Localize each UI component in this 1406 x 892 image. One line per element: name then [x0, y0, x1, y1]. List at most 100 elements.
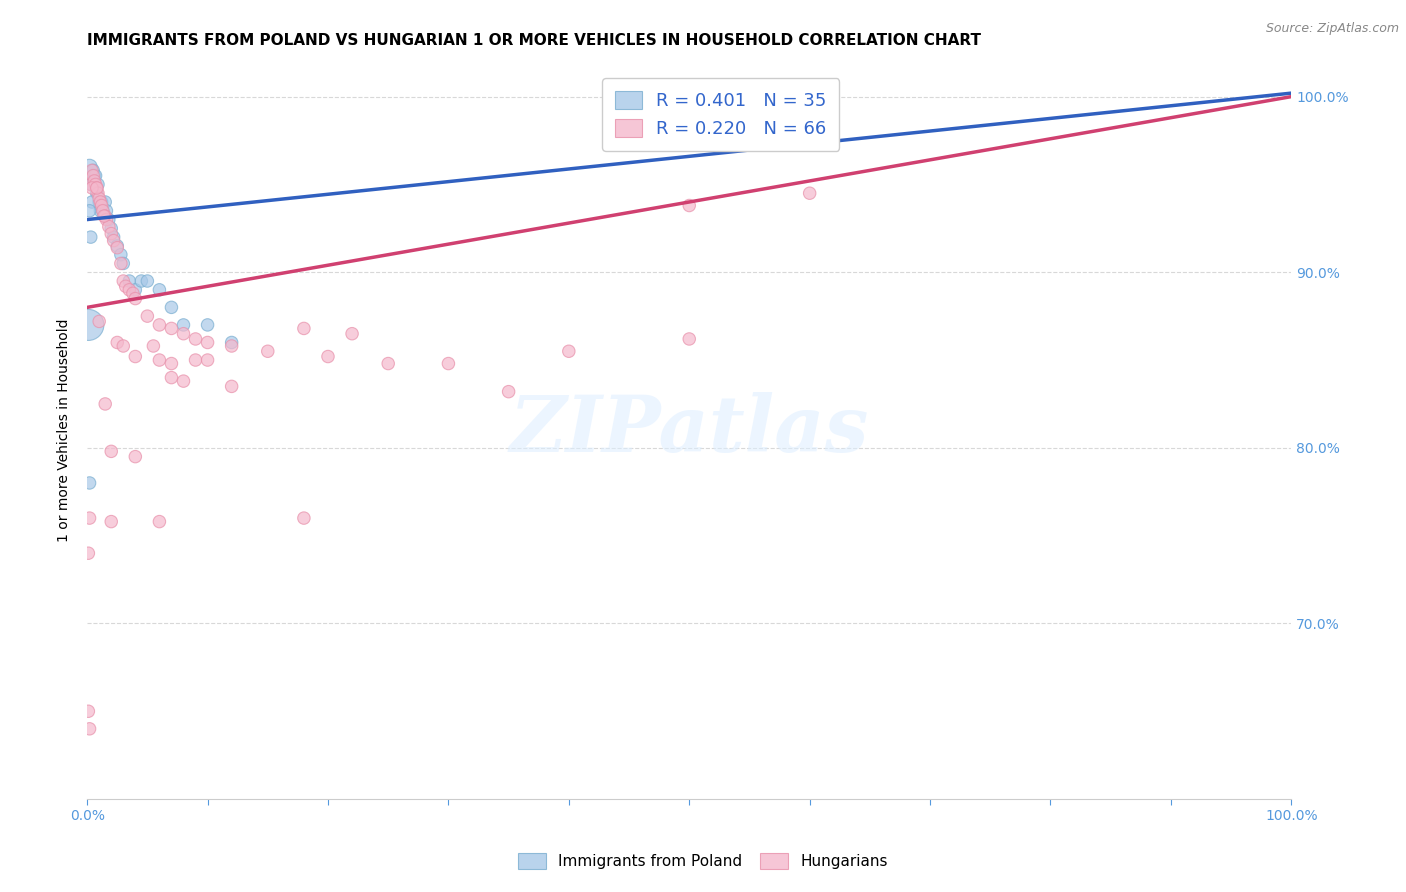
- Point: [160, 370, 183, 384]
- Point: [148, 318, 170, 332]
- Point: [103, 230, 125, 244]
- Point: [118, 283, 141, 297]
- Point: [82, 169, 104, 183]
- Point: [148, 515, 170, 529]
- Point: [292, 321, 315, 335]
- Point: [100, 227, 122, 241]
- Point: [100, 515, 122, 529]
- Point: [184, 332, 207, 346]
- Point: [110, 248, 132, 262]
- Point: [256, 344, 278, 359]
- Point: [87, 186, 110, 201]
- Point: [197, 318, 219, 332]
- Point: [80, 178, 103, 192]
- Point: [114, 279, 136, 293]
- Point: [124, 450, 146, 464]
- Point: [142, 339, 165, 353]
- Point: [79, 722, 101, 736]
- Point: [148, 353, 170, 368]
- Point: [148, 283, 170, 297]
- Point: [79, 475, 101, 490]
- Point: [105, 239, 128, 253]
- Point: [96, 212, 118, 227]
- Point: [173, 326, 195, 341]
- Point: [83, 174, 105, 188]
- Point: [558, 344, 581, 359]
- Point: [678, 332, 700, 346]
- Point: [221, 335, 243, 350]
- Point: [77, 546, 100, 560]
- Point: [105, 241, 128, 255]
- Point: [110, 256, 132, 270]
- Point: [112, 256, 135, 270]
- Point: [316, 350, 339, 364]
- Point: [84, 178, 107, 192]
- Point: [90, 198, 112, 212]
- Point: [221, 379, 243, 393]
- Point: [173, 374, 195, 388]
- Point: [80, 163, 103, 178]
- Point: [678, 198, 700, 212]
- Point: [105, 335, 128, 350]
- Point: [79, 160, 101, 174]
- Point: [89, 314, 111, 328]
- Point: [97, 219, 120, 234]
- Point: [184, 353, 207, 368]
- Point: [77, 318, 100, 332]
- Point: [96, 203, 118, 218]
- Point: [90, 194, 112, 209]
- Point: [77, 704, 100, 718]
- Point: [124, 292, 146, 306]
- Point: [80, 194, 103, 209]
- Point: [498, 384, 520, 399]
- Point: [84, 169, 107, 183]
- Point: [82, 163, 104, 178]
- Point: [131, 274, 153, 288]
- Point: [160, 321, 183, 335]
- Point: [91, 203, 114, 218]
- Point: [89, 194, 111, 209]
- Point: [173, 318, 195, 332]
- Legend: Immigrants from Poland, Hungarians: Immigrants from Poland, Hungarians: [512, 847, 894, 875]
- Text: ZIPatlas: ZIPatlas: [509, 392, 869, 468]
- Point: [124, 350, 146, 364]
- Point: [83, 169, 105, 183]
- Point: [197, 353, 219, 368]
- Point: [437, 357, 460, 371]
- Point: [91, 203, 114, 218]
- Point: [79, 203, 101, 218]
- Point: [103, 234, 125, 248]
- Legend: R = 0.401   N = 35, R = 0.220   N = 66: R = 0.401 N = 35, R = 0.220 N = 66: [602, 78, 839, 151]
- Point: [197, 335, 219, 350]
- Point: [160, 357, 183, 371]
- Point: [94, 397, 117, 411]
- Text: IMMIGRANTS FROM POLAND VS HUNGARIAN 1 OR MORE VEHICLES IN HOUSEHOLD CORRELATION : IMMIGRANTS FROM POLAND VS HUNGARIAN 1 OR…: [87, 33, 981, 48]
- Point: [377, 357, 399, 371]
- Point: [87, 178, 110, 192]
- Point: [100, 221, 122, 235]
- Point: [80, 230, 103, 244]
- Point: [100, 444, 122, 458]
- Point: [112, 339, 135, 353]
- Point: [136, 309, 159, 323]
- Point: [97, 212, 120, 227]
- Y-axis label: 1 or more Vehicles in Household: 1 or more Vehicles in Household: [58, 318, 72, 542]
- Point: [86, 181, 108, 195]
- Text: Source: ZipAtlas.com: Source: ZipAtlas.com: [1265, 22, 1399, 36]
- Point: [124, 283, 146, 297]
- Point: [89, 194, 111, 209]
- Point: [617, 98, 640, 112]
- Point: [136, 274, 159, 288]
- Point: [93, 209, 115, 223]
- Point: [80, 181, 103, 195]
- Point: [89, 203, 111, 218]
- Point: [122, 286, 145, 301]
- Point: [79, 511, 101, 525]
- Point: [340, 326, 363, 341]
- Point: [221, 339, 243, 353]
- Point: [160, 301, 183, 315]
- Point: [112, 274, 135, 288]
- Point: [94, 194, 117, 209]
- Point: [118, 274, 141, 288]
- Point: [799, 186, 821, 201]
